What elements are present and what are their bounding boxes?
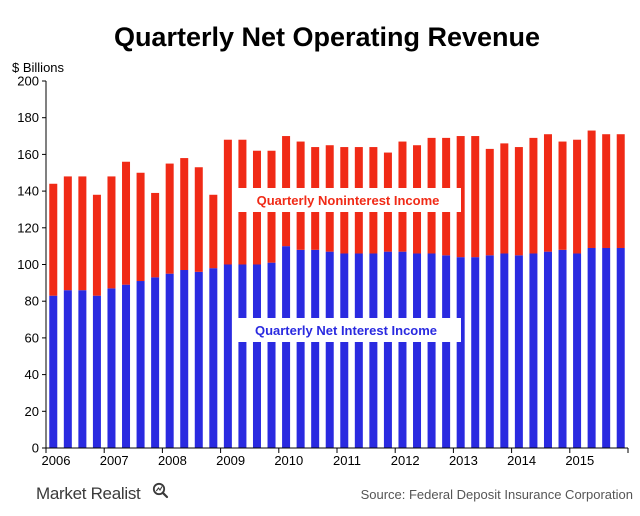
y-tick-label: 40 bbox=[25, 367, 39, 382]
bar-net-interest-2010Q4 bbox=[325, 251, 334, 448]
bar-net-interest-2015Q4 bbox=[616, 247, 625, 448]
bar-noninterest-2008Q1 bbox=[165, 163, 174, 274]
bar-noninterest-2013Q2 bbox=[471, 136, 480, 258]
bar-net-interest-2013Q1 bbox=[456, 257, 465, 448]
bar-noninterest-2007Q1 bbox=[107, 176, 116, 289]
brand-name: Market Realist bbox=[36, 484, 141, 503]
bar-noninterest-2014Q2 bbox=[529, 137, 538, 254]
noninterest-label-box bbox=[236, 188, 461, 212]
bar-net-interest-2014Q3 bbox=[543, 251, 552, 448]
bar-noninterest-2015Q4 bbox=[616, 134, 625, 248]
bar-net-interest-2009Q4 bbox=[267, 262, 276, 448]
bar-net-interest-2013Q2 bbox=[471, 257, 480, 448]
bar-net-interest-2007Q3 bbox=[136, 281, 145, 448]
bar-net-interest-2008Q1 bbox=[165, 273, 174, 448]
bar-net-interest-2007Q4 bbox=[151, 277, 160, 448]
bar-net-interest-2006Q1 bbox=[49, 295, 58, 448]
bars-group bbox=[49, 130, 625, 448]
x-tick-label-2014: 2014 bbox=[507, 453, 536, 468]
bar-net-interest-2011Q2 bbox=[354, 253, 363, 448]
bar-net-interest-2012Q3 bbox=[427, 253, 436, 448]
bar-noninterest-2006Q3 bbox=[78, 176, 87, 291]
y-tick-label: 140 bbox=[17, 184, 39, 199]
bar-noninterest-2009Q1 bbox=[223, 139, 232, 265]
bar-net-interest-2012Q2 bbox=[413, 253, 422, 448]
y-tick-label: 120 bbox=[17, 220, 39, 235]
y-tick-label: 0 bbox=[32, 441, 39, 456]
bar-noninterest-2006Q1 bbox=[49, 183, 58, 296]
bar-net-interest-2007Q1 bbox=[107, 288, 116, 448]
net-interest-income-label: Quarterly Net Interest Income bbox=[255, 323, 437, 338]
x-tick-label-2006: 2006 bbox=[42, 453, 71, 468]
bar-net-interest-2012Q1 bbox=[398, 251, 407, 448]
bar-noninterest-2014Q3 bbox=[543, 134, 552, 252]
bar-net-interest-2010Q1 bbox=[282, 246, 291, 448]
y-tick-label: 80 bbox=[25, 294, 39, 309]
bar-noninterest-2014Q4 bbox=[558, 141, 567, 250]
x-tick-label-2010: 2010 bbox=[274, 453, 303, 468]
x-axis: 2006 2007 2008 2009 2010 2011 2012 2013 2014 2015 bbox=[42, 447, 629, 468]
x-tick-label-2012: 2012 bbox=[391, 453, 420, 468]
y-tick-label: 180 bbox=[17, 110, 39, 125]
y-tick-label: 100 bbox=[17, 257, 39, 272]
bar-noninterest-2015Q3 bbox=[602, 134, 611, 248]
y-tick-label: 200 bbox=[17, 74, 39, 89]
y-tick-label: 20 bbox=[25, 404, 39, 419]
bar-net-interest-2010Q3 bbox=[311, 249, 320, 448]
bar-net-interest-2010Q2 bbox=[296, 249, 305, 448]
bar-net-interest-2008Q2 bbox=[180, 270, 189, 448]
bar-noninterest-2007Q3 bbox=[136, 172, 145, 282]
bar-noninterest-2008Q2 bbox=[180, 158, 189, 271]
bar-noninterest-2008Q3 bbox=[194, 167, 203, 272]
bar-noninterest-2006Q2 bbox=[63, 176, 72, 291]
bar-noninterest-2013Q3 bbox=[485, 148, 494, 256]
x-tick-label-2011: 2011 bbox=[333, 453, 361, 468]
bar-noninterest-2007Q2 bbox=[122, 161, 131, 285]
bar-noninterest-2015Q2 bbox=[587, 130, 596, 248]
bar-noninterest-2014Q1 bbox=[514, 147, 523, 256]
y-tick-label: 160 bbox=[17, 147, 39, 162]
x-tick-label-2008: 2008 bbox=[158, 453, 187, 468]
bar-net-interest-2006Q4 bbox=[92, 295, 101, 448]
bar-net-interest-2014Q4 bbox=[558, 249, 567, 448]
chart-title: Quarterly Net Operating Revenue bbox=[114, 22, 540, 52]
bar-net-interest-2014Q2 bbox=[529, 253, 538, 448]
y-axis-unit-label: $ Billions bbox=[12, 60, 65, 75]
bar-net-interest-2009Q3 bbox=[252, 264, 261, 448]
bar-net-interest-2007Q2 bbox=[122, 284, 131, 448]
bar-noninterest-2013Q4 bbox=[500, 143, 509, 254]
bar-noninterest-2007Q4 bbox=[151, 192, 160, 278]
bar-net-interest-2013Q4 bbox=[500, 253, 509, 448]
bar-net-interest-2014Q1 bbox=[514, 255, 523, 448]
bar-net-interest-2012Q4 bbox=[442, 255, 451, 448]
bar-net-interest-2006Q2 bbox=[63, 290, 72, 448]
bar-net-interest-2008Q4 bbox=[209, 268, 218, 448]
bar-net-interest-2015Q1 bbox=[573, 253, 582, 448]
noninterest-income-label: Quarterly Noninterest Income bbox=[257, 193, 440, 208]
bar-noninterest-2015Q1 bbox=[573, 139, 582, 254]
bar-net-interest-2011Q1 bbox=[340, 253, 349, 448]
bar-net-interest-2011Q4 bbox=[383, 251, 392, 448]
bar-net-interest-2015Q3 bbox=[602, 247, 611, 448]
y-axis: 0 20 40 60 80 100 120 140 160 180 200 bbox=[17, 74, 47, 456]
bar-net-interest-2013Q3 bbox=[485, 255, 494, 448]
x-tick-label-2015: 2015 bbox=[565, 453, 594, 468]
net-interest-label-box bbox=[232, 318, 461, 342]
bar-net-interest-2006Q3 bbox=[78, 290, 87, 448]
bar-net-interest-2009Q1 bbox=[223, 264, 232, 448]
bar-net-interest-2011Q3 bbox=[369, 253, 378, 448]
bar-noninterest-2006Q4 bbox=[92, 194, 101, 296]
x-tick-label-2009: 2009 bbox=[216, 453, 245, 468]
x-tick-label-2007: 2007 bbox=[100, 453, 129, 468]
y-tick-label: 60 bbox=[25, 330, 39, 345]
bar-noninterest-2008Q4 bbox=[209, 194, 218, 269]
bar-net-interest-2009Q2 bbox=[238, 264, 247, 448]
magnifier-icon bbox=[152, 482, 169, 499]
bar-net-interest-2015Q2 bbox=[587, 247, 596, 448]
x-tick-label-2013: 2013 bbox=[449, 453, 478, 468]
bar-net-interest-2008Q3 bbox=[194, 271, 203, 448]
source-note: Source: Federal Deposit Insurance Corpor… bbox=[361, 487, 633, 502]
